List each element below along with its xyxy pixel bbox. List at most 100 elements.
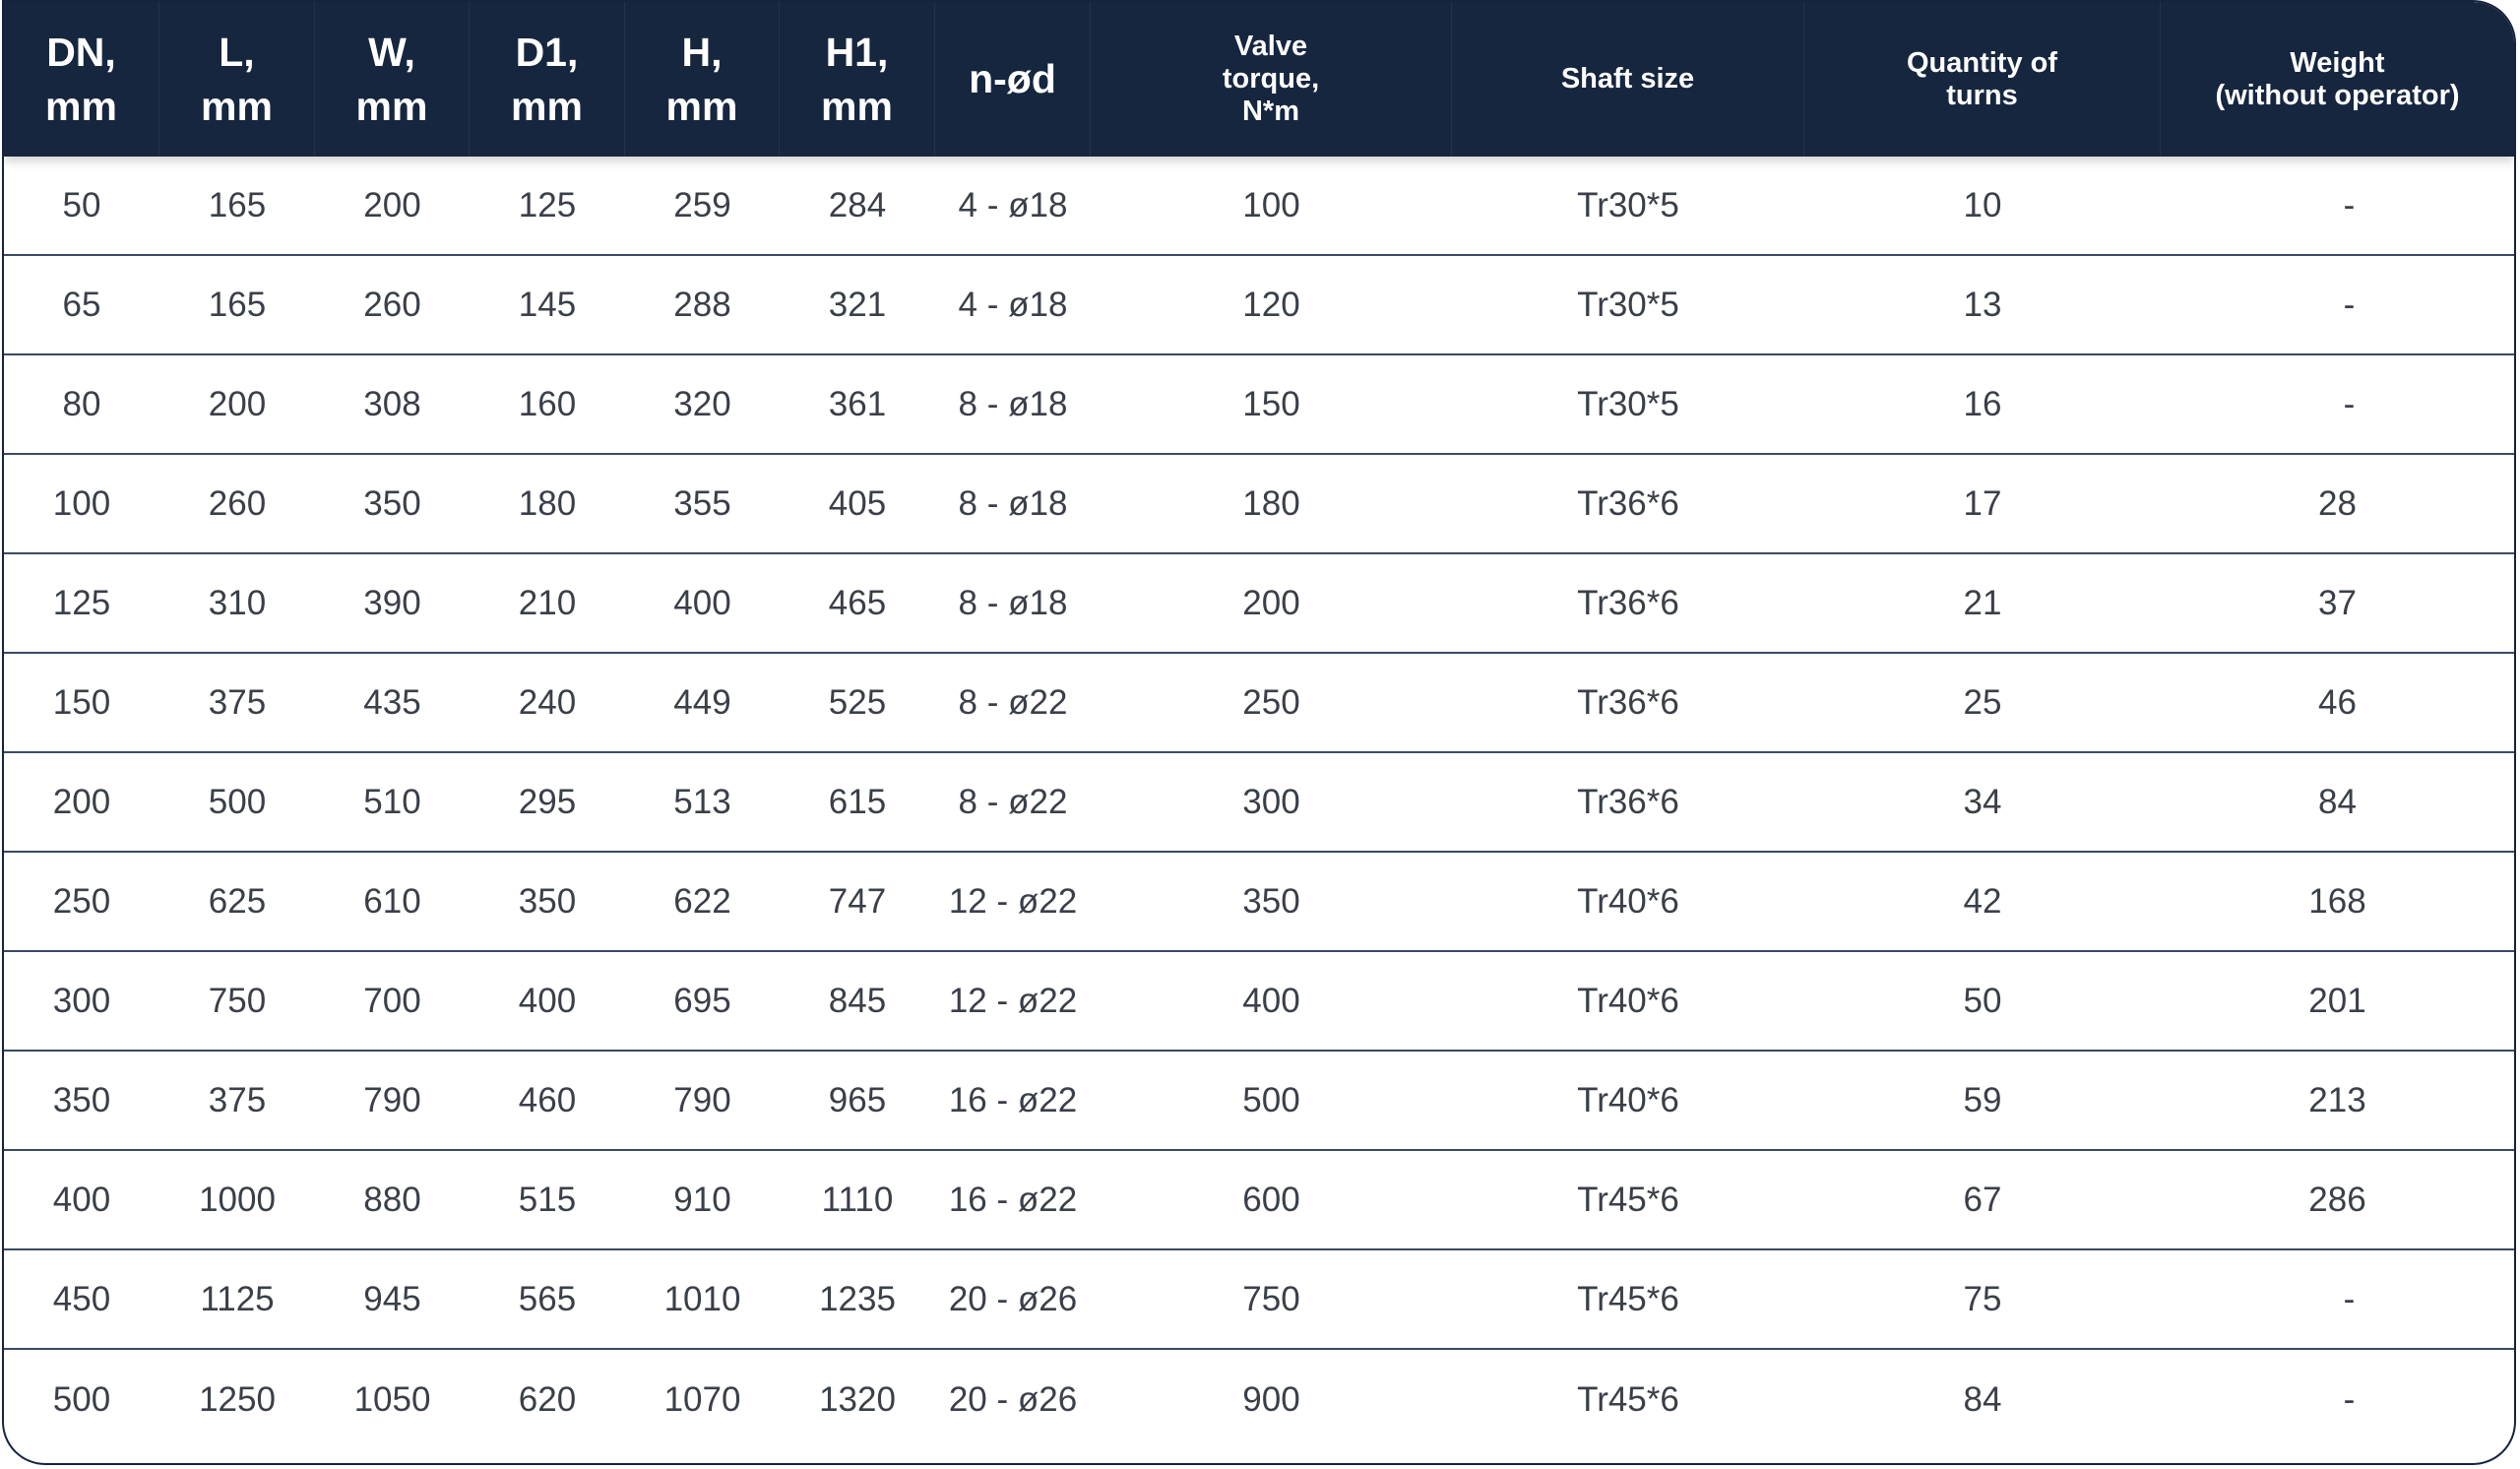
table-row: 125 310 390 210 400 465 8 - ø18 200 Tr36*6 21 37 (4, 554, 2514, 654)
cell-quantity-of-turns: 50 (1963, 981, 2002, 1020)
cell-dn: 80 (62, 384, 101, 423)
cell-weight: - (2343, 1379, 2356, 1419)
cell-valve-torque: 120 (1242, 285, 1300, 324)
table-row: 150 375 435 240 449 525 8 - ø22 250 Tr36*6 25 46 (4, 654, 2514, 753)
cell-h1: 284 (828, 185, 887, 224)
cell-l: 375 (208, 1080, 267, 1119)
table-row: 300 750 700 400 695 845 12 - ø22 400 Tr40*6 50 201 (4, 952, 2514, 1052)
cell-h1: 525 (828, 682, 887, 722)
cell-valve-torque: 750 (1242, 1279, 1300, 1318)
cell-shaft-size: Tr36*6 (1577, 682, 1679, 722)
cell-n-od: 8 - ø22 (958, 682, 1068, 722)
cell-h1: 1235 (819, 1279, 896, 1318)
cell-d1: 125 (518, 185, 577, 224)
cell-valve-torque: 200 (1242, 583, 1300, 622)
header-dn: DN, mm (4, 2, 159, 157)
cell-h: 790 (673, 1080, 731, 1119)
cell-n-od: 16 - ø22 (948, 1080, 1078, 1119)
cell-w: 260 (363, 285, 421, 324)
cell-d1: 620 (518, 1379, 577, 1419)
cell-weight: 84 (2318, 782, 2357, 821)
cell-l: 1250 (199, 1379, 276, 1419)
cell-h1: 1110 (821, 1180, 894, 1219)
cell-h1: 747 (828, 881, 887, 921)
cell-weight: 37 (2318, 583, 2357, 622)
cell-w: 200 (363, 185, 421, 224)
cell-valve-torque: 100 (1242, 185, 1300, 224)
cell-quantity-of-turns: 17 (1963, 483, 2002, 523)
cell-n-od: 4 - ø18 (958, 185, 1068, 224)
cell-w: 350 (363, 483, 421, 523)
cell-weight: 213 (2308, 1080, 2366, 1119)
cell-n-od: 8 - ø22 (958, 782, 1068, 821)
cell-shaft-size: Tr45*6 (1577, 1180, 1679, 1219)
cell-valve-torque: 150 (1242, 384, 1300, 423)
cell-l: 165 (208, 285, 267, 324)
cell-valve-torque: 180 (1242, 483, 1300, 523)
cell-valve-torque: 900 (1242, 1379, 1300, 1419)
cell-l: 165 (208, 185, 267, 224)
cell-valve-torque: 500 (1242, 1080, 1300, 1119)
cell-n-od: 20 - ø26 (948, 1279, 1078, 1318)
cell-n-od: 20 - ø26 (948, 1379, 1078, 1419)
cell-weight: 168 (2308, 881, 2366, 921)
cell-d1: 350 (518, 881, 577, 921)
cell-h: 449 (673, 682, 731, 722)
cell-weight: 286 (2308, 1180, 2366, 1219)
header-n-od: n-ød (935, 2, 1091, 157)
cell-dn: 300 (52, 981, 111, 1020)
header-h1: H1, mm (780, 2, 935, 157)
cell-h: 513 (673, 782, 731, 821)
table-row: 50 165 200 125 259 284 4 - ø18 100 Tr30*5 10 - (4, 157, 2514, 256)
cell-d1: 210 (518, 583, 577, 622)
cell-l: 625 (208, 881, 267, 921)
cell-h: 288 (673, 285, 731, 324)
cell-dn: 100 (52, 483, 111, 523)
cell-n-od: 16 - ø22 (948, 1180, 1078, 1219)
cell-h: 259 (673, 185, 731, 224)
cell-quantity-of-turns: 16 (1963, 384, 2002, 423)
table-row: 350 375 790 460 790 965 16 - ø22 500 Tr40*6 59 213 (4, 1052, 2514, 1151)
cell-quantity-of-turns: 59 (1963, 1080, 2002, 1119)
cell-weight: - (2343, 285, 2356, 324)
cell-quantity-of-turns: 84 (1963, 1379, 2002, 1419)
cell-dn: 50 (62, 185, 101, 224)
cell-weight: 28 (2318, 483, 2357, 523)
cell-dn: 150 (52, 682, 111, 722)
cell-w: 308 (363, 384, 421, 423)
cell-d1: 295 (518, 782, 577, 821)
table-row: 80 200 308 160 320 361 8 - ø18 150 Tr30*5 16 - (4, 355, 2514, 455)
cell-w: 390 (363, 583, 421, 622)
header-weight: Weight (without operator) (2215, 46, 2460, 111)
cell-h: 695 (673, 981, 731, 1020)
cell-quantity-of-turns: 13 (1963, 285, 2002, 324)
header-d1: D1, mm (470, 2, 625, 157)
cell-n-od: 12 - ø22 (948, 881, 1078, 921)
header-l: L, mm (159, 2, 315, 157)
cell-h: 1010 (663, 1279, 741, 1318)
cell-dn: 65 (62, 285, 101, 324)
cell-weight: - (2343, 185, 2356, 224)
cell-h1: 1320 (819, 1379, 896, 1419)
header-quantity-of-turns: Quantity of turns (1804, 2, 2161, 157)
cell-quantity-of-turns: 75 (1963, 1279, 2002, 1318)
cell-dn: 350 (52, 1080, 111, 1119)
cell-h1: 465 (828, 583, 887, 622)
cell-shaft-size: Tr30*5 (1577, 384, 1679, 423)
cell-l: 500 (208, 782, 267, 821)
table-body: 50 165 200 125 259 284 4 - ø18 100 Tr30*5 10 - 65 16… (4, 157, 2514, 1463)
cell-shaft-size: Tr36*6 (1577, 782, 1679, 821)
table-row: 450 1125 945 565 1010 1235 20 - ø26 750 Tr45*6 75… (4, 1250, 2514, 1350)
cell-shaft-size: Tr40*6 (1577, 881, 1679, 921)
table-row: 400 1000 880 515 910 1110 16 - ø22 600 Tr45*6 67 2… (4, 1151, 2514, 1250)
cell-h1: 615 (828, 782, 887, 821)
cell-weight: - (2343, 1279, 2356, 1318)
cell-h: 400 (673, 583, 731, 622)
cell-d1: 180 (518, 483, 577, 523)
cell-quantity-of-turns: 10 (1963, 185, 2002, 224)
cell-shaft-size: Tr36*6 (1577, 483, 1679, 523)
cell-d1: 565 (518, 1279, 577, 1318)
cell-h1: 405 (828, 483, 887, 523)
cell-w: 880 (363, 1180, 421, 1219)
cell-dn: 500 (52, 1379, 111, 1419)
